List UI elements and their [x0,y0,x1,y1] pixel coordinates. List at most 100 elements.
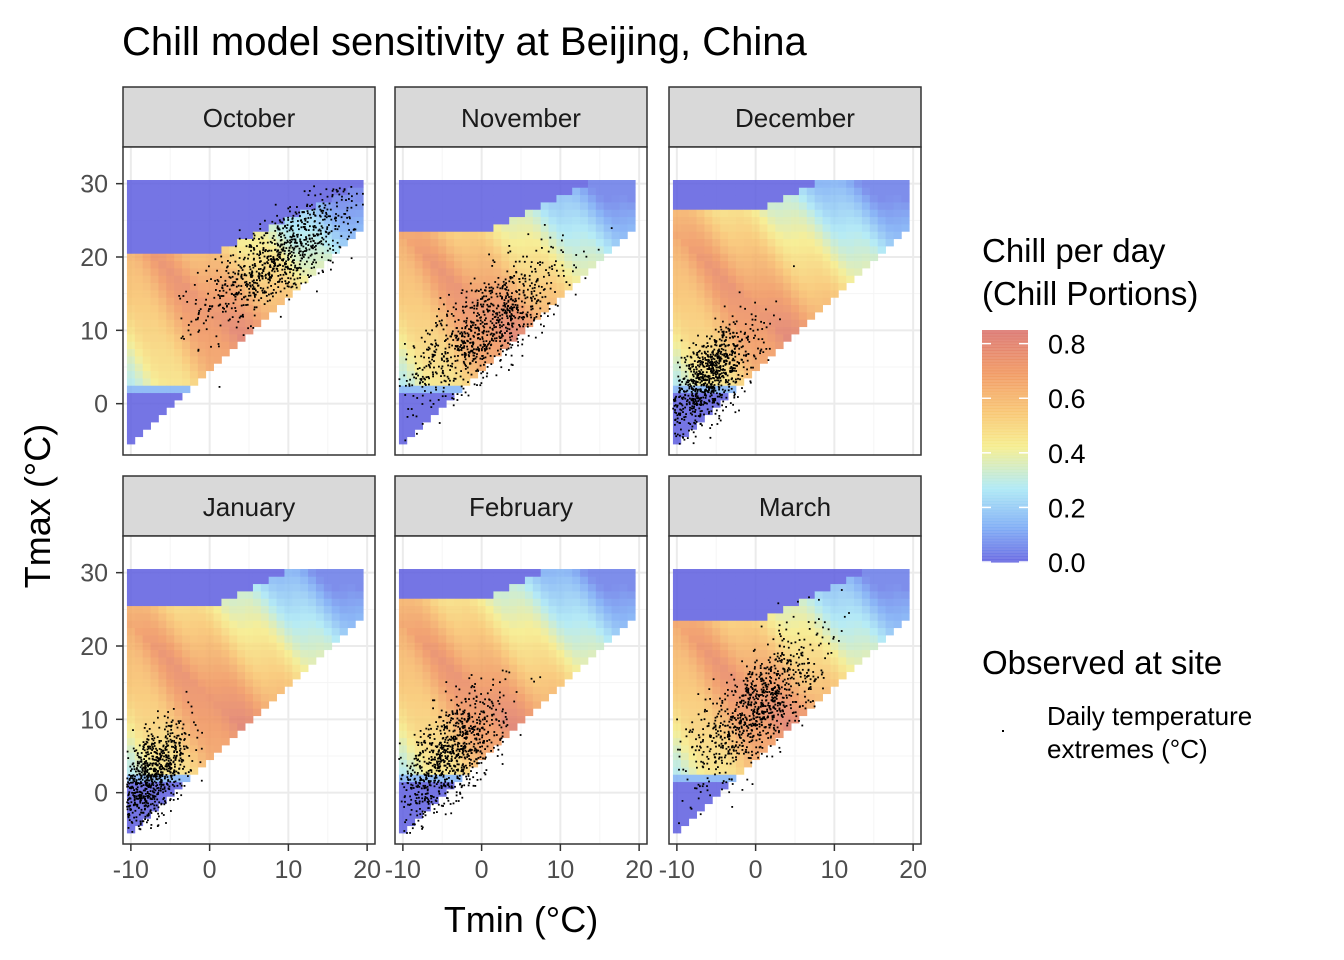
heat-tile [438,202,447,210]
observation-point [703,413,705,416]
heat-tile [221,290,230,298]
heat-tile [189,767,199,775]
heat-tile [688,260,697,269]
observation-point [533,317,536,319]
heat-tile [572,202,581,210]
observation-point [504,284,507,286]
observation-point [720,350,723,353]
observation-point [727,379,730,382]
heat-tile [775,187,784,196]
heat-tile [728,246,737,254]
observation-point [428,383,430,386]
observation-point [313,185,315,188]
observation-point [698,378,701,381]
heat-tile [158,392,167,401]
heat-tile [469,334,479,342]
heat-tile [775,290,784,298]
observation-point [271,275,273,277]
observation-point [245,245,248,248]
observation-point [463,346,465,349]
heat-tile [166,260,175,269]
heat-tile [461,194,471,203]
heat-tile [680,407,690,416]
heat-tile [182,745,191,753]
heat-tile [767,231,776,240]
heat-tile [158,370,167,379]
heat-tile [158,282,167,291]
heat-tile [438,180,447,188]
observation-point [445,357,448,360]
heat-tile [580,253,589,262]
observation-point [199,308,202,310]
heat-tile [720,304,729,313]
heat-tile [735,238,745,247]
observation-point [428,347,431,350]
observation-point [440,381,443,384]
observation-point [190,320,193,323]
heat-tile [182,774,191,783]
observation-point [556,269,558,272]
observation-point [680,428,682,431]
heat-tile [564,238,573,247]
heat-tile [189,275,199,284]
heat-tile [182,576,191,585]
observation-point [761,338,764,340]
heat-tile [688,253,697,262]
heat-tile [728,209,737,218]
observation-point [500,366,503,369]
observation-point [700,399,703,402]
observation-point [676,405,678,408]
observation-point [262,287,265,290]
observation-point [308,248,311,251]
observation-point [490,286,493,289]
heat-tile [221,312,230,320]
observation-point [731,349,734,352]
heat-tile [308,209,317,218]
heat-tile [189,591,199,599]
heat-tile [414,304,423,313]
heat-tile [611,224,620,232]
heat-tile [158,737,167,746]
observation-point [220,255,223,258]
heat-tile [548,224,557,232]
observation-point [291,229,294,232]
observation-point [222,310,224,313]
heat-tile [548,268,557,276]
heat-tile [355,209,364,218]
observation-point [721,336,724,339]
observation-point [226,265,229,268]
heat-tile [791,282,800,291]
heat-tile [532,304,542,313]
heat-tile [182,202,191,210]
heat-tile [260,224,270,232]
observation-point [466,348,469,351]
heat-tile [798,304,808,313]
observation-point [513,306,516,309]
heat-tile [260,282,270,291]
heat-tile [134,304,144,313]
observation-point [438,308,440,310]
observation-point [424,382,426,385]
heat-tile [712,216,721,225]
heat-tile [720,194,729,203]
observation-point [693,385,695,388]
observation-point [674,419,676,421]
observation-point [266,261,269,263]
observation-point [507,347,510,350]
heat-tile [517,246,526,254]
observation-point [468,352,471,354]
observation-point [296,245,299,248]
observation-point [708,399,710,402]
heat-tile [901,209,910,218]
observation-point [684,370,687,373]
heat-tile [142,216,151,225]
observation-point [763,322,765,324]
observation-point [268,278,271,281]
observation-point [282,259,284,262]
observation-point [703,383,706,386]
heat-tile [276,246,285,254]
observation-point [453,355,456,358]
observation-point [453,377,456,380]
observation-point [258,238,260,240]
observation-point [722,348,725,351]
